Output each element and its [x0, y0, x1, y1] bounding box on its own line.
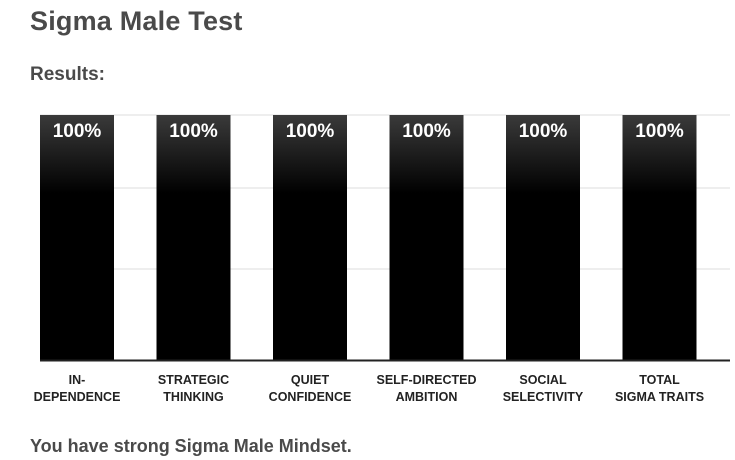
bar-value-label: 100% [635, 121, 684, 142]
category-label: QUIET [291, 373, 330, 387]
category-label: THINKING [163, 390, 223, 404]
category-label: STRATEGIC [158, 373, 229, 387]
page-title: Sigma Male Test [30, 6, 243, 36]
bar [40, 115, 114, 360]
category-label: AMBITION [396, 390, 458, 404]
results-label: Results: [30, 64, 105, 85]
category-label: IN- [69, 373, 86, 387]
bar-value-label: 100% [169, 121, 218, 142]
category-label: TOTAL [639, 373, 680, 387]
bar-value-label: 100% [53, 121, 102, 142]
results-bar-chart: 100% IN- DEPENDENCE 100% STRATEGIC THINKING 10… [34, 114, 730, 404]
category-label: DEPENDENCE [34, 390, 121, 404]
category-label: SELF-DIRECTED [377, 373, 477, 387]
bar-value-label: 100% [402, 121, 451, 142]
result-summary: You have strong Sigma Male Mindset. [30, 436, 352, 456]
category-label: SOCIAL [519, 373, 567, 387]
bar [273, 115, 347, 360]
bar [506, 115, 580, 360]
category-label: SELECTIVITY [503, 390, 584, 404]
bar [622, 115, 697, 360]
category-label: CONFIDENCE [269, 390, 352, 404]
bar [156, 115, 231, 360]
bar-value-label: 100% [286, 121, 335, 142]
bar [389, 115, 464, 360]
bar-value-label: 100% [519, 121, 568, 142]
category-label: SIGMA TRAITS [615, 390, 704, 404]
